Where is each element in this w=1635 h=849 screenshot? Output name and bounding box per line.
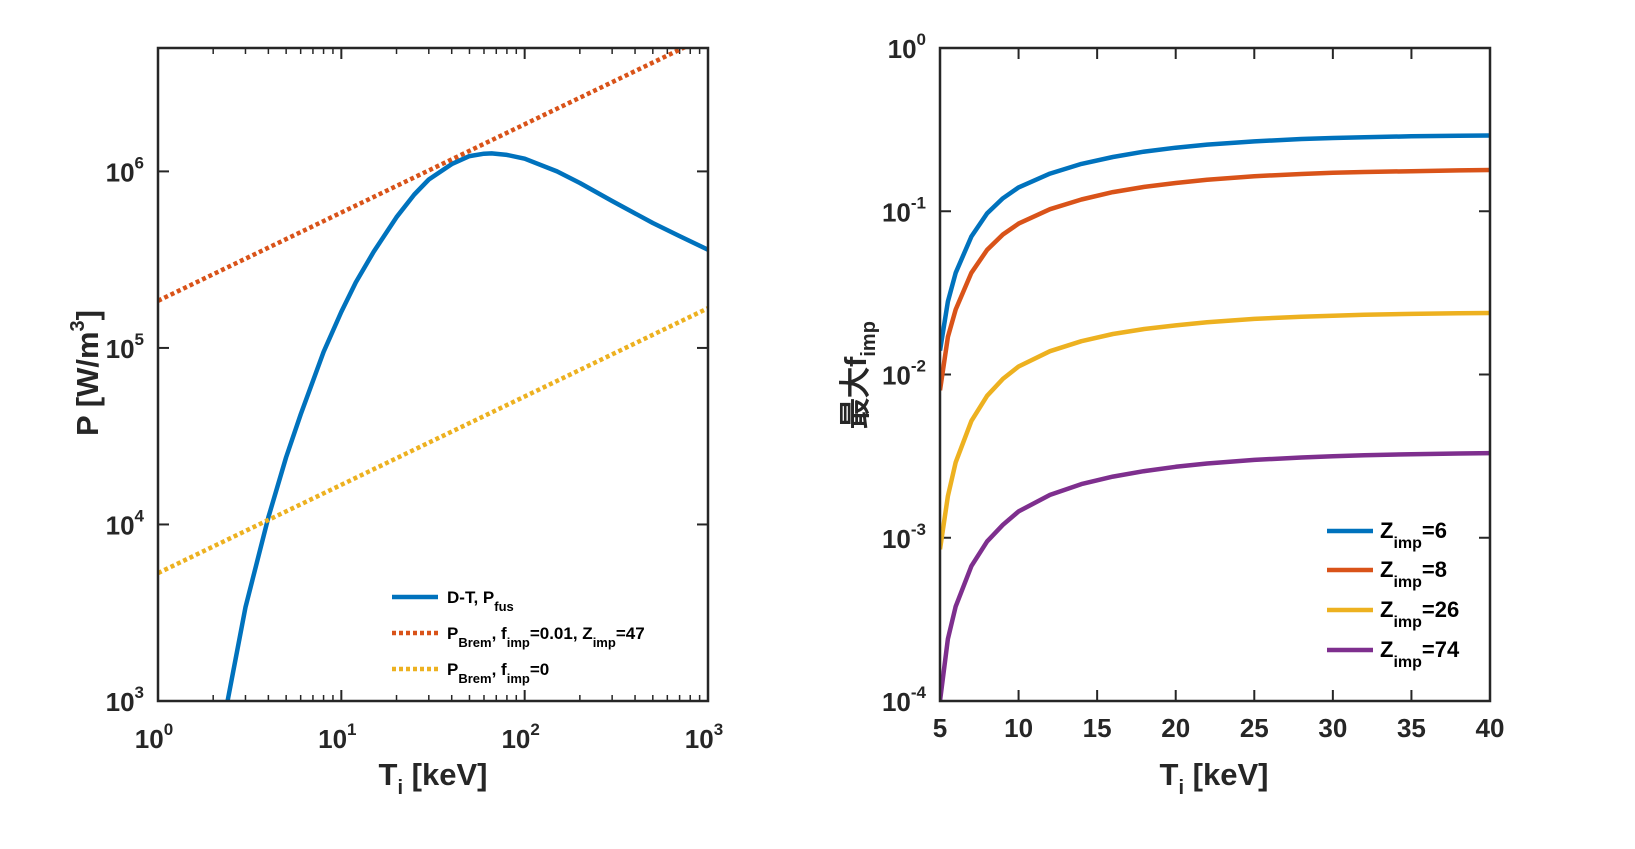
y-tick-label: 10-4 [882,683,927,717]
y-axis-label: 最大fimp [838,321,880,429]
x-axis-label: Ti [keV] [1160,757,1269,799]
y-tick-label: 10-2 [882,357,926,391]
legend-entry: Zimp=6 [1380,518,1447,552]
legend-entry: PBrem, fimp=0 [447,660,549,686]
y-tick-label: 10-3 [882,520,926,554]
legend-entry: D-T, Pfus [447,588,514,614]
x-tick-label: 25 [1240,713,1269,743]
legend-entry: Zimp=26 [1380,597,1459,631]
x-tick-label: 35 [1397,713,1426,743]
legend-entry: Zimp=8 [1380,557,1447,591]
legend-entry: PBrem, fimp=0.01, Zimp=47 [447,624,645,650]
plot-frame [938,46,1492,703]
series-line-2 [158,306,708,576]
x-tick-label: 5 [933,713,947,743]
series-line-2 [940,310,1490,550]
y-tick-label: 10-1 [882,193,926,227]
x-tick-label: 102 [501,720,539,754]
series-line-0 [225,151,708,701]
series-line-1 [158,48,689,303]
x-tick-label: 20 [1161,713,1190,743]
plot-frame [156,46,710,703]
series-line-1 [940,167,1490,391]
plot-area [940,133,1490,702]
x-tick-label: 40 [1476,713,1505,743]
y-tick-label: 105 [106,330,144,364]
x-tick-label: 15 [1083,713,1112,743]
y-axis-label: P [W/m3] [67,310,105,436]
y-tick-label: 100 [888,30,926,64]
chart-left: 100 101 102 103 103 104 105 106 D-T, Pfus PBrem, … [67,46,723,799]
x-tick-label: 10 [1004,713,1033,743]
x-tick-label: 103 [685,720,723,754]
x-tick-label: 30 [1318,713,1347,743]
y-tick-label: 103 [106,683,144,717]
series-line-3 [940,450,1490,702]
legend-entry: Zimp=74 [1380,637,1460,671]
x-tick-label: 101 [318,720,356,754]
chart-right: 5 10 15 20 25 30 35 40 10-4 10-3 10-2 10-1 100 Zimp=6… [838,30,1504,799]
x-axis-label: Ti [keV] [379,757,488,799]
x-tick-label: 100 [135,720,173,754]
y-tick-label: 104 [106,506,145,540]
y-tick-label: 106 [106,153,144,187]
plot-area [158,48,708,701]
series-line-0 [940,133,1490,351]
